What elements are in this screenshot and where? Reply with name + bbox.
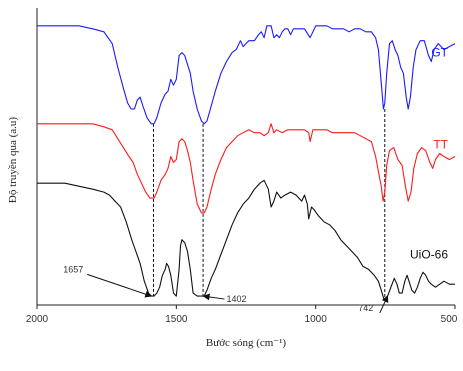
series-line-gt [37, 25, 456, 125]
series-label-gt: GT [431, 46, 448, 60]
series-labels: GT TT UiO-66 [410, 46, 449, 262]
annotation-label-1657: 1657 [63, 264, 83, 274]
annotation-label-1402: 1402 [226, 294, 246, 304]
annotation-arrow-1657 [87, 273, 153, 298]
series-group [37, 25, 456, 300]
y-axis-title: Độ truyền qua (a.u) [7, 117, 19, 203]
x-axis-title: Bước sóng (cm⁻¹) [206, 337, 286, 349]
x-tick-label-500: 500 [441, 314, 458, 325]
annotation-label-742: 742 [358, 303, 373, 313]
annotations: 1657 1402 742 [63, 264, 389, 314]
annotation-arrow-1402 [202, 293, 225, 301]
reference-lines [152, 108, 386, 300]
x-tick-label-1000: 1000 [305, 314, 328, 325]
x-tick-label-1500: 1500 [165, 314, 188, 325]
x-tick-label-2000: 2000 [26, 314, 49, 325]
series-line-tt [37, 123, 456, 214]
series-label-tt: TT [433, 138, 448, 152]
series-line-uio-66 [37, 179, 455, 300]
series-label-uio-66: UiO-66 [410, 248, 448, 262]
annotation-arrow-742 [379, 295, 389, 314]
plot-frame [36, 8, 455, 306]
x-ticks: 2000 1500 1000 500 [26, 305, 458, 325]
